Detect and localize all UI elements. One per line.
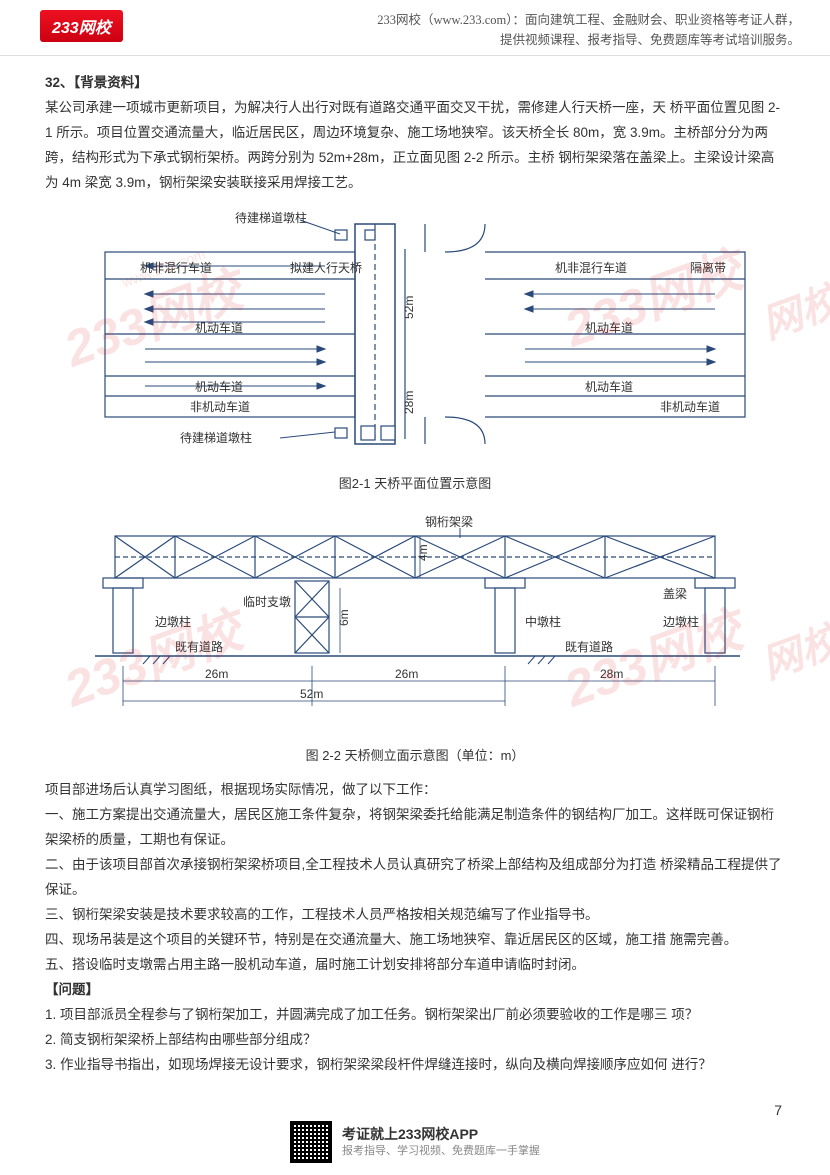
svg-text:拟建人行天桥: 拟建人行天桥 [290,261,362,275]
svg-text:机动车道: 机动车道 [585,379,633,394]
q3: 3. 作业指导书指出，如现场焊接无设计要求，钢桁架梁梁段杆件焊缝连接时，纵向及横… [45,1053,785,1078]
svg-text:待建梯道墩柱: 待建梯道墩柱 [235,210,307,225]
item-3: 三、钢桁架梁安装是技术要求较高的工作，工程技术人员严格按相关规范编写了作业指导书… [45,903,785,928]
background-para: 某公司承建一项城市更新项目，为解决行人出行对既有道路交通平面交叉干扰，需修建人行… [45,96,785,196]
question-label: 【问题】 [45,978,785,1003]
page-header: 233网校 233网校（www.233.com）：面向建筑工程、金融财会、职业资… [0,0,830,56]
q2: 2. 简支钢桁架梁桥上部结构由哪些部分组成？ [45,1028,785,1053]
svg-text:边墩柱: 边墩柱 [155,614,191,629]
svg-text:边墩柱: 边墩柱 [663,614,699,629]
svg-text:26m: 26m [205,667,228,681]
svg-text:4m: 4m [416,544,430,561]
svg-text:中墩柱: 中墩柱 [525,614,561,629]
page-footer: 考证就上233网校APP 报考指导、学习视频、免费题库一手掌握 [0,1121,830,1163]
main-content: 32、【背景资料】 某公司承建一项城市更新项目，为解决行人出行对既有道路交通平面… [0,56,830,1078]
item-1: 一、施工方案提出交通流量大，居民区施工条件复杂，将钢架梁委托给能满足制造条件的钢… [45,803,785,853]
svg-text:26m: 26m [395,667,418,681]
header-desc: 233网校（www.233.com）：面向建筑工程、金融财会、职业资格等考证人群… [143,10,800,50]
diagram2-caption: 图 2-2 天桥侧立面示意图（单位：m） [45,744,785,768]
svg-text:临时支墩: 临时支墩 [243,595,291,609]
footer-sub: 报考指导、学习视频、免费题库一手掌握 [342,1144,540,1159]
svg-text:28m: 28m [402,390,416,413]
diagram1-caption: 图2-1 天桥平面位置示意图 [45,472,785,496]
intro-line: 项目部进场后认真学习图纸，根据现场实际情况，做了以下工作： [45,778,785,803]
svg-text:既有道路: 既有道路 [175,639,223,654]
item-4: 四、现场吊装是这个项目的关键环节，特别是在交通流量大、施工场地狭窄、靠近居民区的… [45,928,785,953]
diagram-plan: 待建梯道墩柱 机非混行车道 拟建人行天桥 机动车道 机动车道 非机动车道 待建梯… [65,204,765,464]
page-number: 7 [774,1102,782,1118]
footer-title: 考证就上233网校APP [342,1125,540,1145]
qr-code-icon [290,1121,332,1163]
logo: 233网校 [40,10,123,42]
svg-text:隔离带: 隔离带 [690,260,726,275]
svg-text:机动车道: 机动车道 [195,320,243,335]
question-heading: 32、【背景资料】 [45,71,785,96]
svg-text:盖梁: 盖梁 [663,586,687,601]
svg-text:52m: 52m [300,687,323,701]
item-5: 五、搭设临时支墩需占用主路一股机动车道，届时施工计划安排将部分车道申请临时封闭。 [45,953,785,978]
svg-text:28m: 28m [600,667,623,681]
svg-text:机非混行车道: 机非混行车道 [555,260,627,275]
svg-text:52m: 52m [402,295,416,318]
svg-text:机动车道: 机动车道 [195,379,243,394]
svg-text:非机动车道: 非机动车道 [190,399,250,414]
svg-text:钢桁架梁: 钢桁架梁 [425,514,473,529]
item-2: 二、由于该项目部首次承接钢桁架梁桥项目,全工程技术人员认真研究了桥梁上部结构及组… [45,853,785,903]
svg-text:机动车道: 机动车道 [585,320,633,335]
svg-text:待建梯道墩柱: 待建梯道墩柱 [180,430,252,445]
svg-text:6m: 6m [337,609,351,626]
svg-text:机非混行车道: 机非混行车道 [140,260,212,275]
q1: 1. 项目部派员全程参与了钢桁架加工，并圆满完成了加工任务。钢桁架梁出厂前必须要… [45,1003,785,1028]
svg-text:既有道路: 既有道路 [565,639,613,654]
diagram-elevation: 钢桁架梁 边墩柱 临时支墩 中墩柱 盖梁 边墩柱 既有道路 既有道路 4m 6m… [65,506,765,736]
svg-text:非机动车道: 非机动车道 [660,399,720,414]
